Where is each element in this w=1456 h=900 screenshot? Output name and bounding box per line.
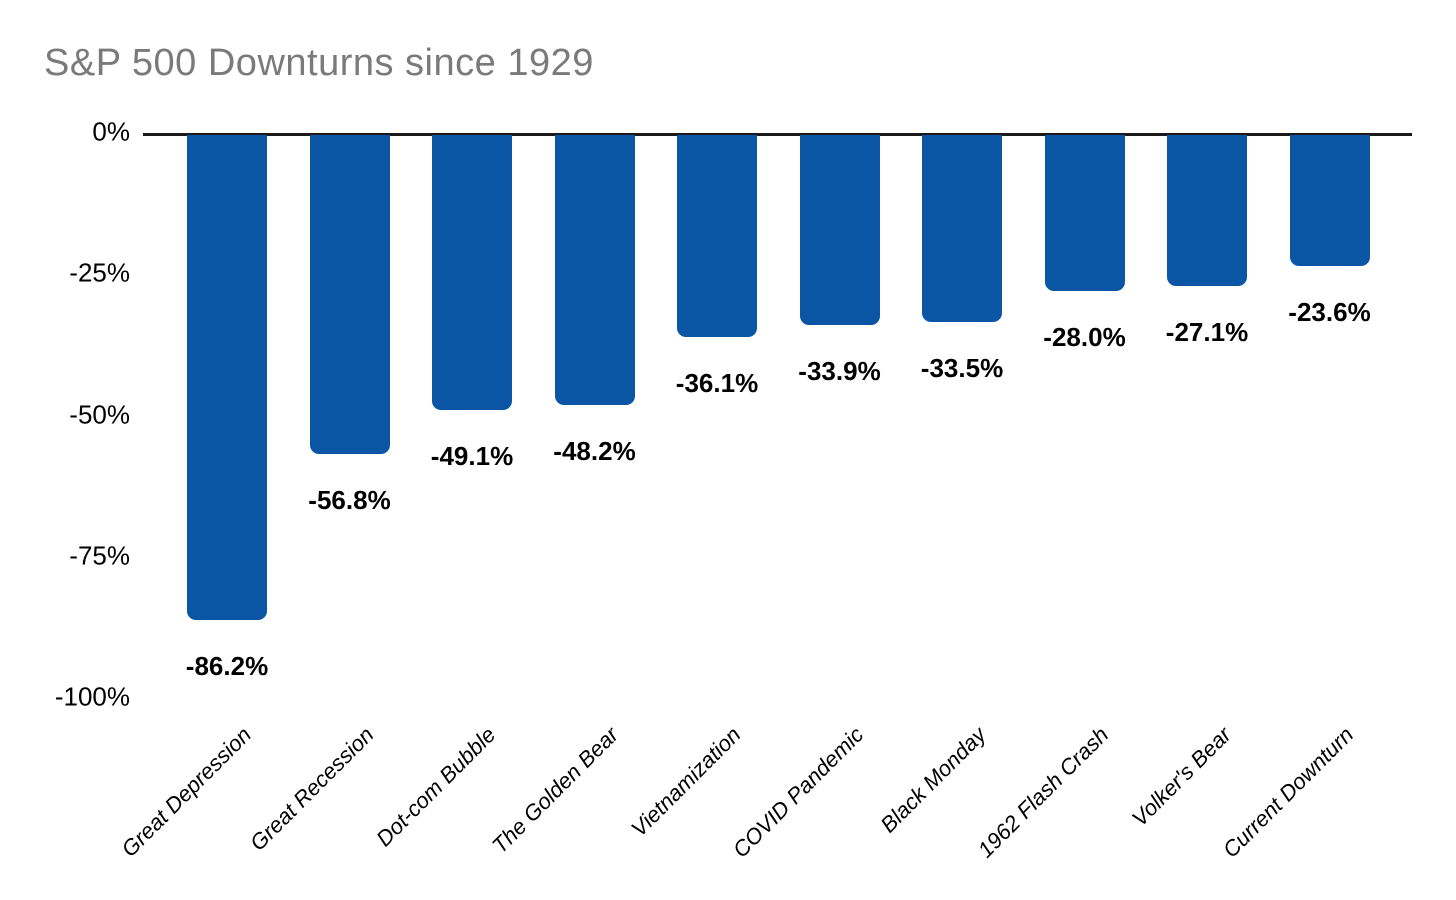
x-axis-category-label: Volker's Bear [1126, 722, 1236, 832]
bar-value-label: -33.9% [798, 355, 881, 386]
bar-value-label: -86.2% [185, 651, 269, 682]
y-axis-tick-label: -100% [54, 681, 130, 712]
x-axis-category-label: COVID Pandemic [727, 722, 869, 863]
zero-axis-line [143, 133, 1412, 136]
x-axis-category-label: Dot-com Bubble [371, 722, 501, 852]
y-axis-tick-label: -25% [69, 257, 130, 288]
bar [432, 135, 512, 411]
bar-value-label: -36.1% [675, 367, 759, 398]
x-axis-category-label: Black Monday [875, 722, 991, 838]
bar [1044, 135, 1125, 292]
bar [187, 135, 267, 621]
bar [1167, 135, 1247, 287]
bar [554, 135, 635, 406]
chart-title: S&P 500 Downturns since 1929 [44, 42, 594, 84]
bar-value-label: -23.6% [1288, 297, 1371, 328]
bar-value-label: -49.1% [430, 441, 514, 472]
x-axis-category-label: 1962 Flash Crash [972, 722, 1114, 863]
bar-value-label: -33.5% [920, 353, 1004, 384]
y-axis-tick-label: -75% [69, 540, 130, 571]
bar [677, 135, 757, 337]
x-axis-category-label: Great Recession [244, 722, 379, 856]
bar [1289, 135, 1370, 267]
bar-value-label: -48.2% [553, 436, 636, 467]
y-axis-tick-label: -50% [69, 398, 130, 429]
bar [799, 135, 880, 325]
x-axis-category-label: The Golden Bear [487, 722, 624, 859]
bar-value-label: -56.8% [308, 484, 391, 515]
x-axis-category-label: Current Downturn [1217, 722, 1359, 863]
x-axis-category-label: Great Depression [116, 722, 256, 862]
y-axis-tick-label: 0% [92, 116, 130, 147]
bar-value-label: -27.1% [1165, 317, 1249, 348]
bar-value-label: -28.0% [1043, 322, 1126, 353]
bar [922, 135, 1002, 323]
bar [309, 135, 390, 454]
x-axis-category-label: Vietnamization [626, 722, 746, 842]
